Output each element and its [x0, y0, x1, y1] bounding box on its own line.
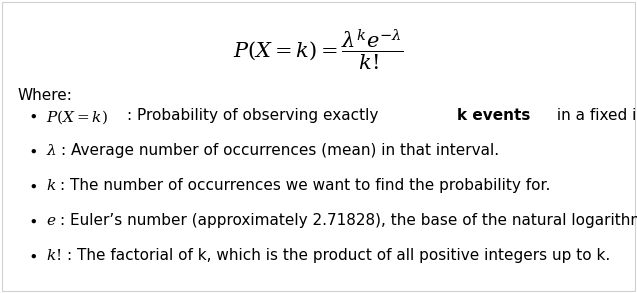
Text: $k$: $k$: [46, 178, 57, 193]
Text: $e$: $e$: [46, 213, 56, 228]
Text: $\lambda$: $\lambda$: [46, 143, 57, 158]
Text: $P(X = k)$: $P(X = k)$: [46, 108, 108, 126]
Text: : The factorial of k, which is the product of all positive integers up to k.: : The factorial of k, which is the produ…: [67, 248, 610, 263]
Text: in a fixed interval.: in a fixed interval.: [552, 108, 637, 123]
Text: : Euler’s number (approximately 2.71828), the base of the natural logarithm.: : Euler’s number (approximately 2.71828)…: [61, 213, 637, 228]
Text: : Average number of occurrences (mean) in that interval.: : Average number of occurrences (mean) i…: [61, 143, 499, 158]
Text: $k!$: $k!$: [46, 248, 61, 263]
Text: $P(X = k) = \dfrac{\lambda^k e^{-\lambda}}{k!}$: $P(X = k) = \dfrac{\lambda^k e^{-\lambda…: [233, 28, 403, 72]
Text: : Probability of observing exactly: : Probability of observing exactly: [127, 108, 383, 123]
Text: $\bullet$: $\bullet$: [28, 143, 37, 158]
Text: $\bullet$: $\bullet$: [28, 248, 37, 263]
Text: $\bullet$: $\bullet$: [28, 213, 37, 228]
Text: k events: k events: [457, 108, 531, 123]
Text: Where:: Where:: [18, 88, 73, 103]
Text: $\bullet$: $\bullet$: [28, 178, 37, 193]
Text: : The number of occurrences we want to find the probability for.: : The number of occurrences we want to f…: [61, 178, 551, 193]
Text: $\bullet$: $\bullet$: [28, 108, 37, 123]
